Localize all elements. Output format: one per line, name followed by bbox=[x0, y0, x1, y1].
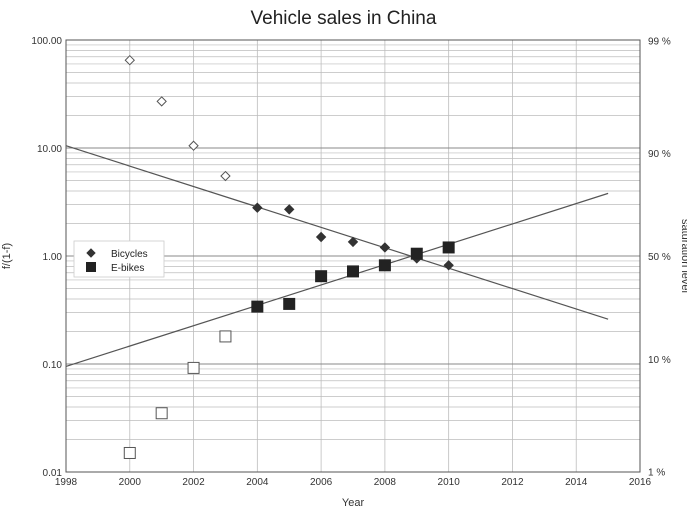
x-tick-label: 2002 bbox=[182, 477, 205, 488]
chart-title: Vehicle sales in China bbox=[250, 8, 437, 29]
y-tick-label: 0.10 bbox=[43, 360, 63, 371]
y-tick-label: 1.00 bbox=[43, 252, 63, 263]
bicycles-point bbox=[220, 170, 231, 182]
plot-frame bbox=[65, 39, 641, 473]
legend-label: E-bikes bbox=[111, 263, 144, 274]
x-tick-labels: 1998 2000 2002 2004 2006 2008 2010 2012 2014 2016 bbox=[55, 477, 652, 488]
y-tick-label: 100.00 bbox=[31, 36, 62, 47]
legend-marker-e-bikes bbox=[86, 262, 96, 272]
x-tick-label: 2008 bbox=[374, 477, 397, 488]
bicycles-point bbox=[284, 204, 295, 215]
y-tick-label: 0.01 bbox=[43, 468, 63, 479]
y2-tick-label: 90 % bbox=[648, 149, 671, 160]
trend-line-bicycles bbox=[65, 145, 609, 320]
e-bikes-point bbox=[347, 265, 359, 278]
e-bikes-point bbox=[283, 297, 296, 310]
bicycles-point bbox=[252, 202, 263, 213]
x-tick-label: 2004 bbox=[246, 477, 269, 488]
bicycles-point bbox=[347, 236, 359, 248]
bicycles-point bbox=[379, 242, 391, 253]
e-bikes-point bbox=[410, 247, 423, 260]
legend-marker-bicycles bbox=[86, 248, 96, 258]
y2-axis-label: saturation level bbox=[679, 219, 687, 293]
x-axis-label: Year bbox=[342, 497, 365, 509]
x-tick-label: 2006 bbox=[310, 477, 333, 488]
legend-label: Bicycles bbox=[111, 249, 148, 260]
bicycles-point bbox=[124, 54, 135, 66]
x-tick-label: 2010 bbox=[438, 477, 461, 488]
y-axis-label: f/(1-f) bbox=[1, 243, 13, 269]
bicycles-point bbox=[315, 231, 327, 243]
x-tick-label: 2012 bbox=[501, 477, 524, 488]
x-tick-label: 2000 bbox=[119, 477, 142, 488]
trend-line-e-bikes bbox=[65, 192, 609, 367]
trend-lines bbox=[65, 145, 609, 367]
legend: Bicycles E-bikes bbox=[73, 240, 165, 278]
e-bikes-point bbox=[155, 407, 168, 420]
bicycles-point bbox=[443, 260, 454, 271]
y2-tick-label: 50 % bbox=[648, 252, 671, 263]
bicycles-point bbox=[188, 140, 199, 151]
e-bikes-point bbox=[315, 270, 328, 283]
e-bikes-point bbox=[378, 259, 391, 272]
x-tick-label: 1998 bbox=[55, 477, 78, 488]
y2-tick-label: 99 % bbox=[648, 36, 671, 47]
x-tick-label: 2016 bbox=[629, 477, 652, 488]
e-bikes-point bbox=[251, 300, 264, 313]
x-tick-label: 2014 bbox=[565, 477, 588, 488]
e-bikes-point bbox=[442, 241, 455, 254]
bicycles-point bbox=[156, 96, 167, 107]
e-bikes-point bbox=[219, 330, 232, 343]
y2-tick-label: 10 % bbox=[648, 355, 671, 366]
y-tick-label: 10.00 bbox=[37, 144, 62, 155]
e-bikes-point bbox=[123, 446, 136, 459]
data-marks bbox=[123, 54, 455, 459]
e-bikes-point bbox=[187, 361, 200, 374]
y2-tick-labels: 1 % 10 % 50 % 90 % 99 % bbox=[648, 36, 671, 478]
y-tick-labels: 0.01 0.10 1.00 10.00 100.00 bbox=[31, 36, 62, 479]
y2-tick-label: 1 % bbox=[648, 468, 665, 479]
